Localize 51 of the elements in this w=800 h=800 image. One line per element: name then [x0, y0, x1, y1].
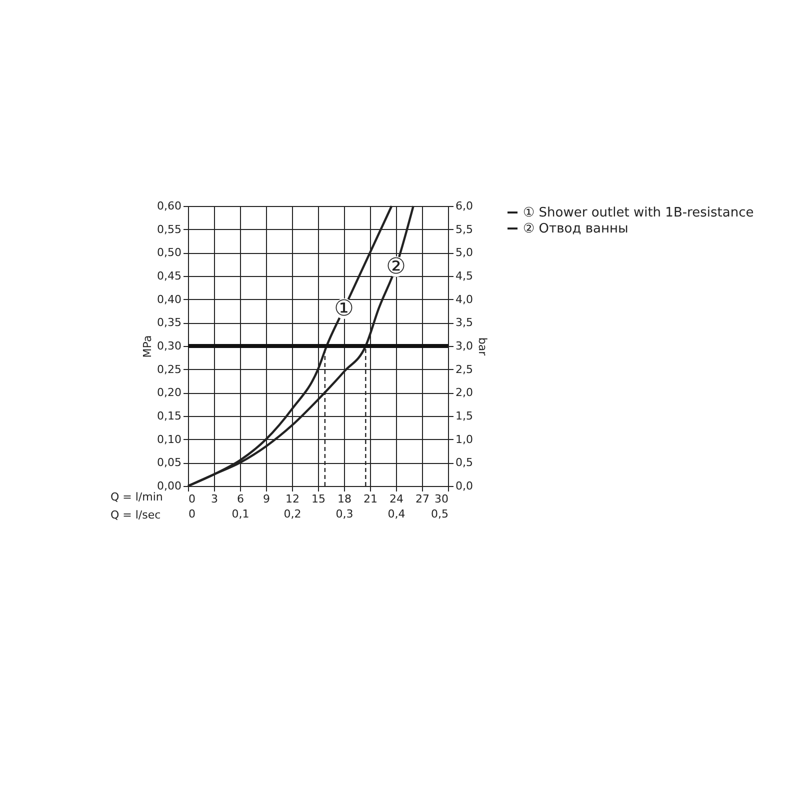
- x-tick-label: 30: [434, 492, 448, 506]
- y-tick-label: 0,00: [157, 480, 182, 492]
- y2-tick-label: 5,0: [456, 246, 473, 260]
- x-tick-label: 21: [364, 492, 378, 506]
- x-axis-title: Q = l/min: [110, 490, 163, 504]
- y-tick-label: 0,30: [157, 340, 182, 352]
- y2-tick-label: 1,5: [456, 410, 473, 422]
- y-tick-label: 0,05: [157, 456, 182, 470]
- y-axis-title: MPa: [141, 335, 154, 358]
- x-tick-label: 3: [211, 492, 218, 506]
- y-tick-label: 0,40: [157, 292, 182, 306]
- y-tick-label: 0,35: [157, 316, 182, 330]
- y-tick-label: 0,10: [157, 432, 182, 446]
- y-tick-label: 0,50: [157, 246, 182, 260]
- x-tick-label: 0: [188, 492, 196, 506]
- y2-tick-label: 0,5: [456, 456, 473, 470]
- x2-tick-label: 0,2: [284, 508, 302, 520]
- x-tick-label: 12: [286, 492, 300, 506]
- y-tick-label: 0,55: [157, 222, 182, 236]
- x2-tick-label: 0,5: [431, 508, 448, 520]
- y2-tick-label: 2,5: [456, 362, 473, 376]
- y2-tick-label: 4,5: [456, 270, 473, 282]
- x-tick-label: 15: [312, 492, 326, 506]
- y2-tick-label: 6,0: [456, 200, 473, 212]
- x-tick-label: 24: [390, 492, 404, 506]
- y-tick-label: 0,15: [157, 410, 182, 422]
- y-tick-label: 0,45: [157, 270, 182, 282]
- y-tick-label: 0,20: [157, 386, 182, 400]
- x-tick-label: 18: [338, 492, 352, 506]
- y2-axis-title: bar: [476, 337, 489, 356]
- annotation: ②: [386, 254, 406, 280]
- y2-tick-label: 1,0: [456, 432, 473, 446]
- x2-axis-title: Q = l/sec: [110, 508, 161, 522]
- y2-tick-label: 3,5: [456, 316, 473, 330]
- y-tick-label: 0,25: [157, 362, 182, 376]
- legend-label: ② Отвод ванны: [523, 222, 628, 236]
- y2-tick-label: 4,0: [456, 292, 473, 306]
- y2-tick-label: 2,0: [456, 386, 473, 400]
- x-tick-label: 27: [416, 492, 430, 506]
- x2-tick-label: 0,3: [336, 508, 354, 520]
- y-tick-label: 0,60: [157, 200, 182, 212]
- x2-tick-label: 0: [188, 508, 196, 520]
- y2-tick-label: 5,5: [456, 222, 473, 236]
- y2-tick-label: 0,0: [456, 480, 473, 492]
- x2-tick-label: 0,1: [232, 508, 250, 520]
- annotation: ①: [334, 296, 354, 322]
- y2-tick-label: 3,0: [456, 340, 473, 352]
- legend-label: ① Shower outlet with 1B-resistance: [523, 206, 754, 220]
- x-tick-label: 9: [263, 492, 270, 506]
- x2-tick-label: 0,4: [388, 508, 406, 520]
- x-tick-label: 6: [237, 492, 244, 506]
